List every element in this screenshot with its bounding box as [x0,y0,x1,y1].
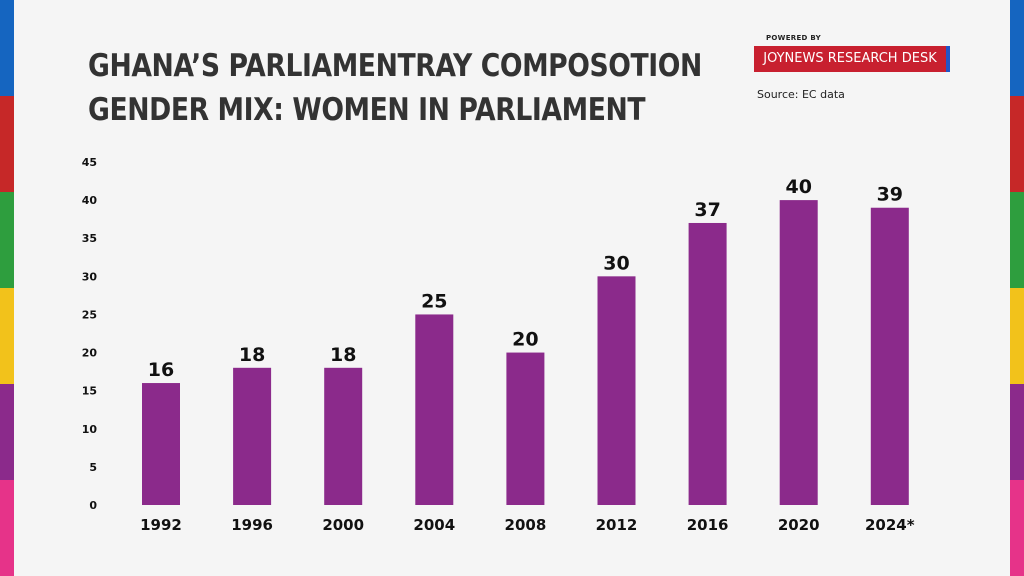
bar [688,222,727,505]
data-label: 39 [877,184,903,206]
x-tick-label: 2012 [596,516,638,534]
source-note: Source: EC data [757,88,845,101]
color-stripe [0,0,14,96]
joynews-brand-badge: JOYNEWS RESEARCH DESK [754,46,950,72]
color-stripe [1010,288,1024,384]
data-label: 20 [512,329,538,351]
data-label: 40 [785,176,811,198]
title-line-1: GHANA’S PARLIAMENTRAY COMPOSOTION [88,48,702,84]
powered-by-label: POWERED BY [766,34,822,42]
color-stripe [1010,480,1024,576]
y-tick-label: 35 [82,232,97,245]
right-color-stripes [1010,0,1024,576]
y-tick-label: 45 [82,156,97,169]
bar [324,367,363,505]
x-tick-label: 2008 [505,516,547,534]
data-label: 18 [239,344,265,366]
bar [142,383,180,505]
bar [870,207,909,505]
color-stripe [0,384,14,480]
bar [506,352,545,505]
x-tick-label: 2020 [778,516,820,534]
y-tick-label: 15 [82,385,97,398]
x-tick-label: 2004 [413,516,455,534]
data-label: 37 [694,199,720,221]
title-line-2: GENDER MIX: WOMEN IN PARLIAMENT [88,92,646,128]
x-tick-label: 1996 [231,516,273,534]
color-stripe [1010,384,1024,480]
x-tick-label: 2024* [865,516,915,534]
bar [415,314,454,505]
x-tick-label: 2000 [322,516,364,534]
y-tick-label: 5 [89,461,97,474]
data-label: 18 [330,344,356,366]
color-stripe [0,192,14,288]
color-stripe [0,480,14,576]
data-label: 16 [148,359,174,381]
x-tick-label: 2016 [687,516,729,534]
bars [142,200,909,505]
data-label: 25 [421,290,447,312]
y-tick-label: 20 [82,347,98,360]
x-axis-labels: 1992 1996 2000 2004 2008 2012 2016 2020 2024* [140,516,915,534]
color-stripe [0,288,14,384]
left-color-stripes [0,0,14,576]
bar [779,200,818,505]
chart-title: GHANA’S PARLIAMENTRAY COMPOSOTION GENDER… [88,44,702,132]
data-label: 30 [603,252,629,274]
y-tick-label: 25 [82,308,97,321]
color-stripe [1010,96,1024,192]
data-labels: 16 18 18 25 20 30 37 40 39 [148,176,903,381]
y-tick-label: 10 [82,423,98,436]
y-axis-ticks: 0 5 10 15 20 25 30 35 40 45 [82,156,98,512]
y-tick-label: 30 [82,270,98,283]
y-tick-label: 0 [89,499,97,512]
color-stripe [0,96,14,192]
bar [233,367,272,505]
color-stripe [1010,0,1024,96]
bar [597,276,636,505]
color-stripe [1010,192,1024,288]
x-tick-label: 1992 [140,516,182,534]
y-tick-label: 40 [82,194,98,207]
